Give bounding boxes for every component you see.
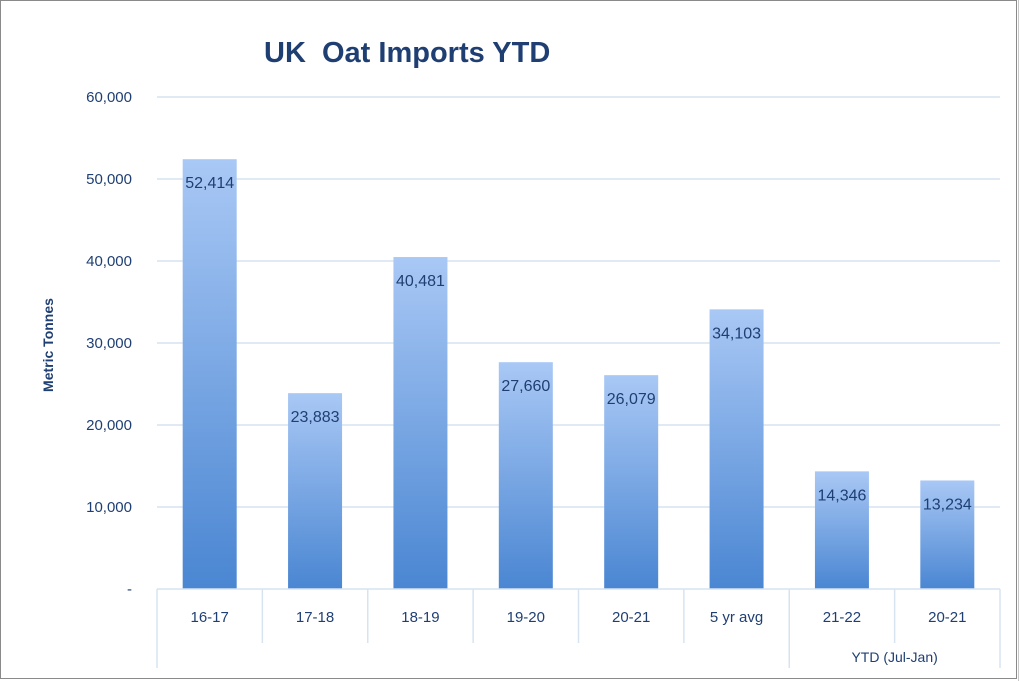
x-tick-label: 20-21 [928,609,966,626]
data-label: 52,414 [185,175,234,192]
data-label: 27,660 [501,378,550,395]
data-label: 23,883 [291,409,340,426]
bar [182,159,237,589]
data-label-layer: 52,414 23,883 40,481 27,660 26,079 34,103 14,3… [185,175,972,513]
data-label: 34,103 [712,325,761,342]
x-tick-label: 19-20 [507,609,545,626]
bar [814,471,869,589]
chart-title: UK Oat Imports YTD [264,37,550,69]
y-tick-label: 40,000 [86,253,132,270]
bar [920,480,975,589]
y-tick-label: - [127,581,132,598]
bar [709,309,764,589]
data-label: 40,481 [396,273,445,290]
data-label: 13,234 [923,496,972,513]
data-label: 26,079 [607,391,656,408]
bar [288,393,343,589]
bar [498,362,553,589]
y-axis-label: Metric Tonnes [40,298,56,392]
x-tick-label: 20-21 [612,609,650,626]
bar [604,375,659,589]
y-tick-label: 10,000 [86,499,132,516]
bar [393,257,448,589]
data-label: 14,346 [817,487,866,504]
y-tick-label: 20,000 [86,417,132,434]
x-tick-label: 18-19 [401,609,439,626]
y-tick-label: 50,000 [86,171,132,188]
x-tick-label: 17-18 [296,609,334,626]
y-tick-label: 60,000 [86,89,132,106]
x-tick-label: 16-17 [191,609,229,626]
category-group-label: YTD (Jul-Jan) [851,649,937,665]
y-tick-label: 30,000 [86,335,132,352]
x-tick-label: 21-22 [823,609,861,626]
x-tick-label: 5 yr avg [710,609,763,626]
axis-layer: - 10,000 20,000 30,000 40,000 50,000 60,000 16-… [86,89,1001,668]
grid-layer [157,96,1000,508]
bar-layer [182,159,975,589]
